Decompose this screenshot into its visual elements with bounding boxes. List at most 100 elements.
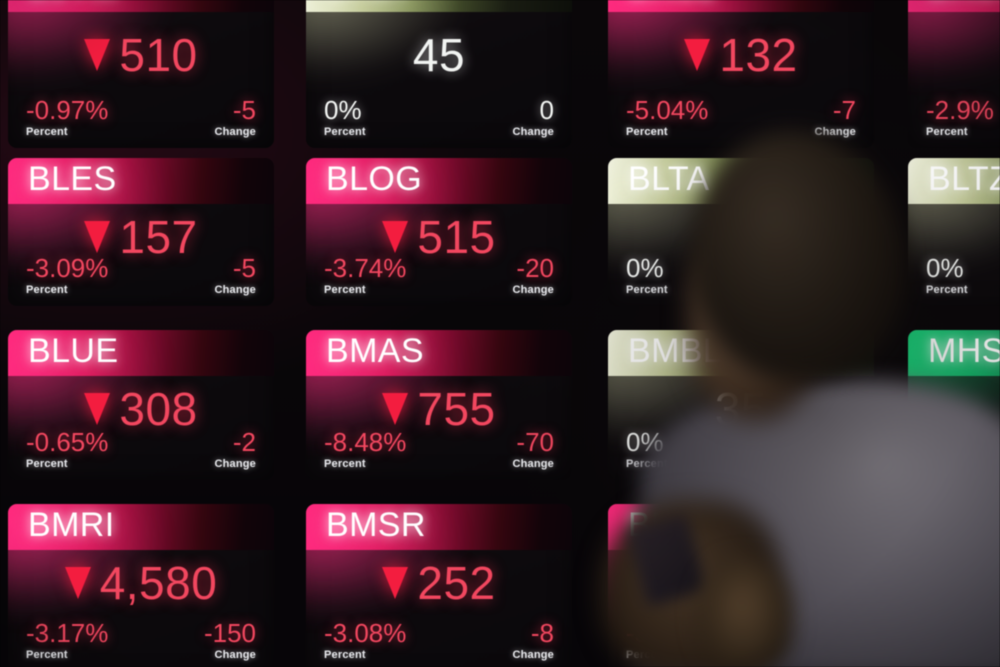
price-row: [908, 28, 1000, 60]
change-value: -70: [516, 427, 554, 457]
price-row: 510: [8, 28, 274, 82]
ticker-tile-bmtr[interactable]: BMTR -3.52% Percent: [608, 504, 874, 667]
change-value: -8: [530, 618, 554, 648]
price-value: 515: [417, 211, 496, 263]
tile-footer: -3.17% Percent -150 Change: [26, 620, 256, 661]
change-value: -5: [232, 95, 256, 125]
ticker-symbol: BMRI: [28, 506, 115, 544]
percent-cell: 0% Percent: [926, 255, 968, 296]
ticker-tile-mhs[interactable]: MHS: [908, 330, 1000, 480]
price-row: 515: [306, 210, 572, 264]
price-value: 45: [412, 29, 466, 81]
change-value: -2: [232, 427, 256, 457]
percent-label: Percent: [626, 284, 668, 296]
percent-label: Percent: [324, 649, 366, 661]
change-label: Change: [512, 284, 554, 296]
ticker-tile-bmas[interactable]: BMAS 755 -8.48% Percent -70 Change: [306, 330, 572, 480]
percent-value: 0%: [324, 95, 362, 125]
triangle-down-icon: [382, 567, 409, 599]
percent-value: -8.48%: [324, 427, 407, 457]
percent-cell: -3.08% Percent: [324, 620, 406, 661]
percent-value: 0%: [626, 253, 664, 283]
triangle-down-icon: [684, 39, 711, 71]
percent-value: -3.52%: [626, 618, 709, 648]
change-label: Change: [214, 284, 256, 296]
percent-label: Percent: [324, 458, 366, 470]
ticker-symbol: BLUE: [28, 332, 119, 370]
ticker-tile-blue[interactable]: BLUE 308 -0.65% Percent -2 Change: [8, 330, 274, 480]
percent-cell: 0% Percent: [626, 429, 668, 470]
percent-value: 0%: [626, 427, 664, 457]
price-row: [608, 556, 874, 588]
change-cell: -5 Change: [214, 97, 256, 138]
tile-header-band: [306, 0, 572, 12]
triangle-down-icon: [723, 556, 750, 588]
ticker-symbol: BLOG: [326, 160, 423, 198]
ticker-tile-bles[interactable]: BLES 157 -3.09% Percent -5 Change: [8, 158, 274, 306]
change-value: -150: [203, 618, 256, 648]
price-value: 510: [119, 29, 198, 81]
ticker-symbol: BMAS: [326, 332, 424, 370]
change-cell: 0 Change: [512, 97, 554, 138]
percent-value: -3.08%: [324, 618, 407, 648]
change-label: Change: [512, 458, 554, 470]
percent-cell: 0% Percent: [626, 255, 668, 296]
percent-cell: 0% Percent: [324, 97, 366, 138]
percent-value: -3.74%: [324, 253, 407, 283]
price-row: 45: [306, 28, 572, 82]
ticker-symbol: BLTZ: [928, 160, 1000, 198]
price-value: 755: [417, 383, 496, 435]
ticker-tile-blog[interactable]: BLOG 515 -3.74% Percent -20 Change: [306, 158, 572, 306]
percent-label: Percent: [26, 126, 68, 138]
percent-cell: -3.74% Percent: [324, 255, 406, 296]
ticker-tile-bksl[interactable]: BKSL 132 -5.04% Percent -7 Change: [608, 0, 874, 148]
tile-footer: -3.09% Percent -5 Change: [26, 255, 256, 296]
change-cell: -2 Change: [214, 429, 256, 470]
percent-cell: -3.09% Percent: [26, 255, 108, 296]
percent-value: -2.9%: [926, 95, 994, 125]
price-row: 308: [8, 382, 274, 436]
change-label: Change: [814, 458, 856, 470]
ticker-tile-bjtm[interactable]: BJTM 510 -0.97% Percent -5 Change: [8, 0, 274, 148]
change-value: 0: [841, 427, 856, 457]
change-cell: 0 Change: [814, 429, 856, 470]
percent-value: 0%: [926, 253, 964, 283]
change-value: -7: [832, 95, 856, 125]
ticker-tile-bksw[interactable]: BKSW -2.9% Percent: [908, 0, 1000, 148]
tile-footer: -0.97% Percent -5 Change: [26, 97, 256, 138]
tile-header-band: [908, 158, 1000, 204]
ticker-tile-bltz[interactable]: BLTZ 1, 0% Percent: [908, 158, 1000, 306]
percent-label: Percent: [324, 126, 366, 138]
ticker-symbol: BKSL: [628, 0, 717, 7]
percent-value: -3.17%: [26, 618, 109, 648]
percent-label: Percent: [926, 126, 968, 138]
percent-cell: -3.17% Percent: [26, 620, 108, 661]
change-cell: -70 Change: [512, 429, 554, 470]
ticker-tile-bkdp[interactable]: BKDP 45 0% Percent 0 Change: [306, 0, 572, 148]
triangle-down-icon: [84, 39, 111, 71]
change-cell: -8 Change: [512, 620, 554, 661]
ticker-symbol: BLTA: [628, 160, 710, 198]
change-cell: -20 Change: [512, 255, 554, 296]
percent-label: Percent: [26, 649, 68, 661]
price-row: 157: [8, 210, 274, 264]
triangle-down-icon: [84, 393, 111, 425]
tile-footer: -8.48% Percent -70 Change: [324, 429, 554, 470]
ticker-tile-bmsr[interactable]: BMSR 252 -3.08% Percent -8 Change: [306, 504, 572, 667]
ticker-tile-bmbl[interactable]: BMBL 35 0% Percent 0 Change: [608, 330, 874, 480]
tile-header-band: [908, 330, 1000, 376]
ticker-symbol: MHS: [928, 332, 1000, 370]
tile-footer: -5.04% Percent -7 Change: [626, 97, 856, 138]
percent-label: Percent: [26, 284, 68, 296]
change-label: Change: [512, 649, 554, 661]
ticker-tile-blta[interactable]: BLTA 0% Percent: [608, 158, 874, 306]
tile-footer: 0% Percent: [626, 255, 856, 296]
percent-cell: -5.04% Percent: [626, 97, 708, 138]
price-row: 252: [306, 556, 572, 610]
triangle-down-icon: [84, 221, 111, 253]
price-row: 132: [608, 28, 874, 82]
tile-footer: 0% Percent 0 Change: [626, 429, 856, 470]
ticker-tile-bmri[interactable]: BMRI 4,580 -3.17% Percent -150 Change: [8, 504, 274, 667]
percent-label: Percent: [626, 649, 668, 661]
tile-footer: 0% Percent 0 Change: [324, 97, 554, 138]
